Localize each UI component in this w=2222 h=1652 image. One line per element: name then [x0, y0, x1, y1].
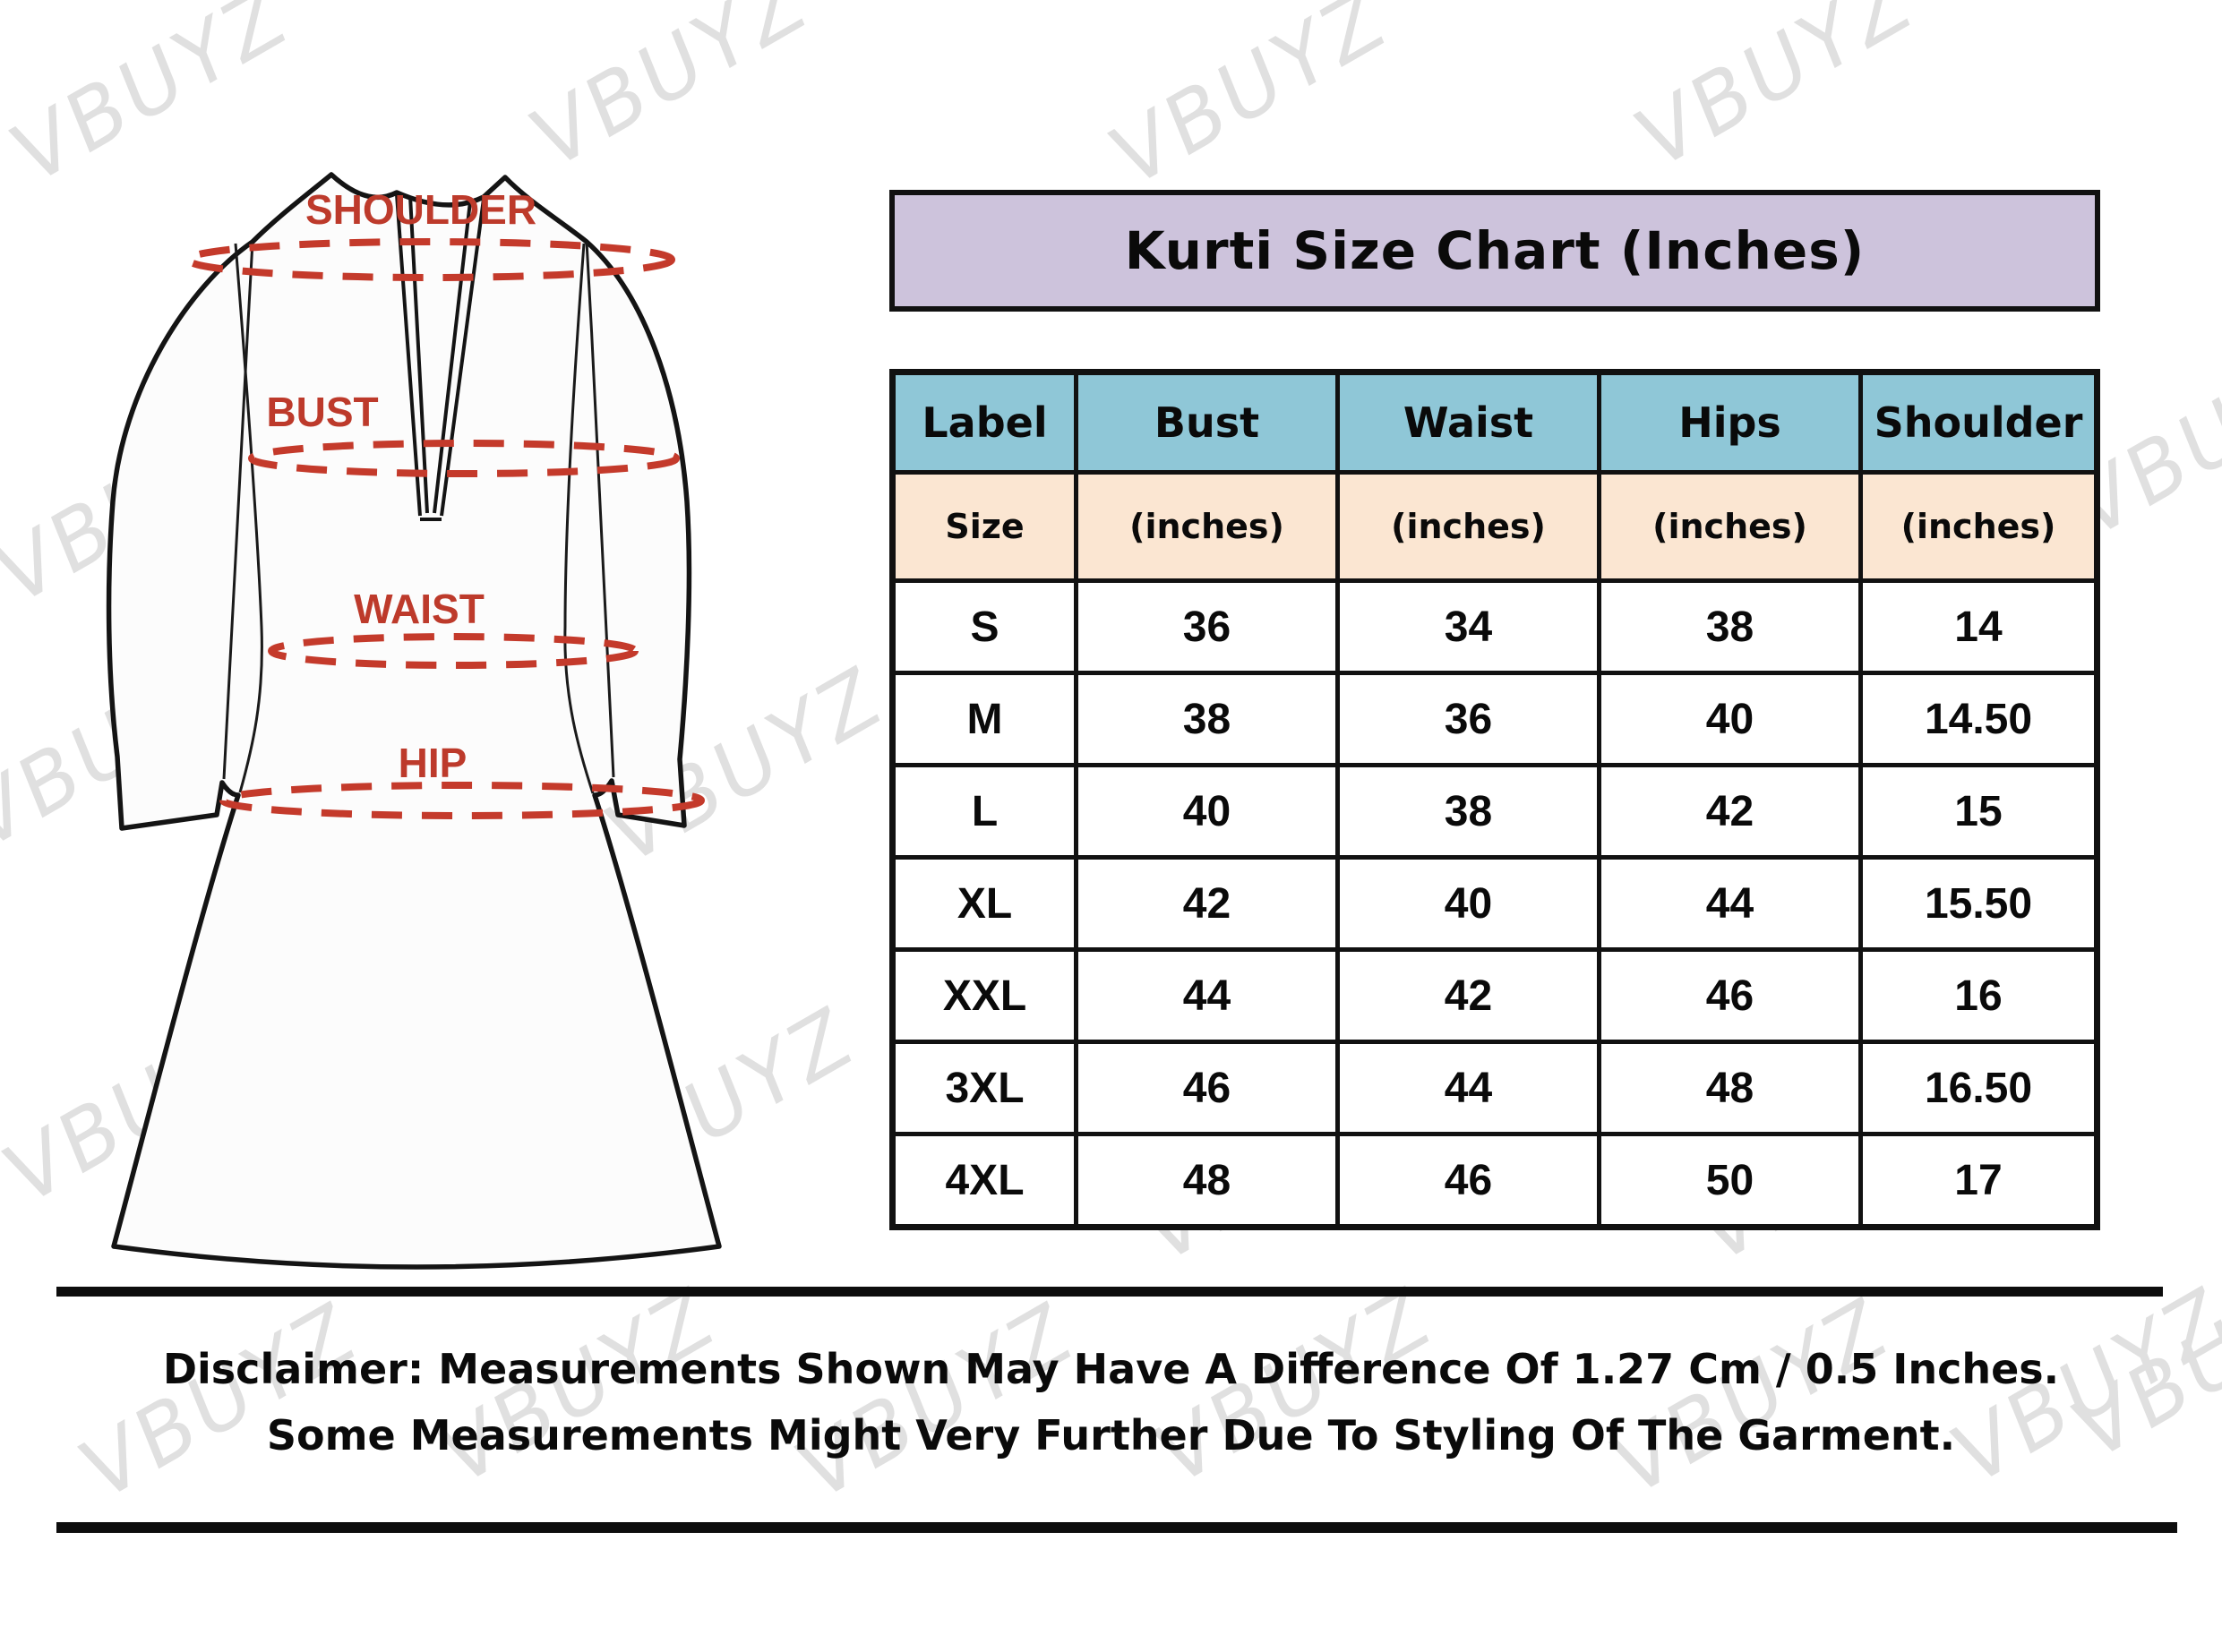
- shoulder-measure-dashes: [184, 238, 675, 281]
- table-cell: 42: [1340, 952, 1597, 1040]
- table-cell: XL: [896, 860, 1074, 947]
- table-cell: 46: [1601, 952, 1858, 1040]
- table-cell: 38: [1340, 767, 1597, 855]
- table-cell: M: [896, 675, 1074, 763]
- kurti-diagram: SHOULDER BUST WAIST HIP: [106, 172, 722, 1270]
- table-cell: 36: [1340, 675, 1597, 763]
- chart-title: Kurti Size Chart (Inches): [1124, 220, 1866, 281]
- table-cell: 48: [1078, 1136, 1335, 1224]
- garment-outline: [106, 172, 722, 1270]
- bust-measure-dashes: [248, 440, 680, 477]
- table-cell: 16.50: [1863, 1044, 2094, 1132]
- table-cell: 46: [1078, 1044, 1335, 1132]
- hip-measure-dashes: [219, 782, 705, 819]
- table-header-cell: Hips: [1601, 375, 1858, 470]
- disclaimer: Disclaimer: Measurements Shown May Have …: [0, 1336, 2222, 1468]
- table-cell: 16: [1863, 952, 2094, 1040]
- table-cell: 42: [1078, 860, 1335, 947]
- table-cell: 40: [1078, 767, 1335, 855]
- table-cell: 44: [1601, 860, 1858, 947]
- table-cell: 17: [1863, 1136, 2094, 1224]
- waist-measure-dashes: [268, 633, 639, 669]
- table-cell: 48: [1601, 1044, 1858, 1132]
- table-cell: XXL: [896, 952, 1074, 1040]
- table-cell: 15.50: [1863, 860, 2094, 947]
- left-sleeve-inner-line: [222, 241, 254, 780]
- table-subheader-cell: (inches): [1078, 475, 1335, 578]
- table-cell: 4XL: [896, 1136, 1074, 1224]
- table-cell: 44: [1340, 1044, 1597, 1132]
- table-header-cell: Label: [896, 375, 1074, 470]
- table-subheader-cell: Size: [896, 475, 1074, 578]
- table-cell: 36: [1078, 583, 1335, 671]
- table-cell: 38: [1601, 583, 1858, 671]
- table-cell: 14.50: [1863, 675, 2094, 763]
- shoulder-label: SHOULDER: [305, 186, 536, 233]
- table-cell: 3XL: [896, 1044, 1074, 1132]
- table-cell: 14: [1863, 583, 2094, 671]
- table-cell: 40: [1340, 860, 1597, 947]
- table-cell: 15: [1863, 767, 2094, 855]
- bust-label: BUST: [266, 389, 378, 435]
- chart-title-box: Kurti Size Chart (Inches): [889, 190, 2100, 312]
- table-subheader-cell: (inches): [1863, 475, 2094, 578]
- size-table: Label Bust Waist Hips Shoulder Size (inc…: [889, 369, 2100, 1230]
- table-cell: 44: [1078, 952, 1335, 1040]
- table-cell: 42: [1601, 767, 1858, 855]
- table-cell: 34: [1340, 583, 1597, 671]
- right-sleeve-inner-line: [585, 241, 615, 778]
- table-cell: 38: [1078, 675, 1335, 763]
- neck-slit-lines: [395, 193, 485, 521]
- table-cell: 50: [1601, 1136, 1858, 1224]
- disclaimer-line-2: Some Measurements Might Very Further Due…: [266, 1411, 1956, 1459]
- table-subheader-cell: (inches): [1340, 475, 1597, 578]
- table-cell: 40: [1601, 675, 1858, 763]
- table-cell: L: [896, 767, 1074, 855]
- right-seam-line: [563, 243, 595, 794]
- divider-line-top: [56, 1287, 2163, 1297]
- watermark-text: VBUYZ: [1626, 0, 1925, 191]
- table-header-cell: Waist: [1340, 375, 1597, 470]
- table-subheader-cell: (inches): [1601, 475, 1858, 578]
- table-header-cell: Bust: [1078, 375, 1335, 470]
- watermark-text: VBUYZ: [1100, 0, 1399, 209]
- table-cell: 46: [1340, 1136, 1597, 1224]
- divider-line-bottom: [56, 1522, 2177, 1533]
- table-cell: S: [896, 583, 1074, 671]
- hip-label: HIP: [399, 740, 468, 786]
- waist-label: WAIST: [354, 586, 485, 632]
- table-header-cell: Shoulder: [1863, 375, 2094, 470]
- disclaimer-line-1: Disclaimer: Measurements Shown May Have …: [162, 1345, 2060, 1393]
